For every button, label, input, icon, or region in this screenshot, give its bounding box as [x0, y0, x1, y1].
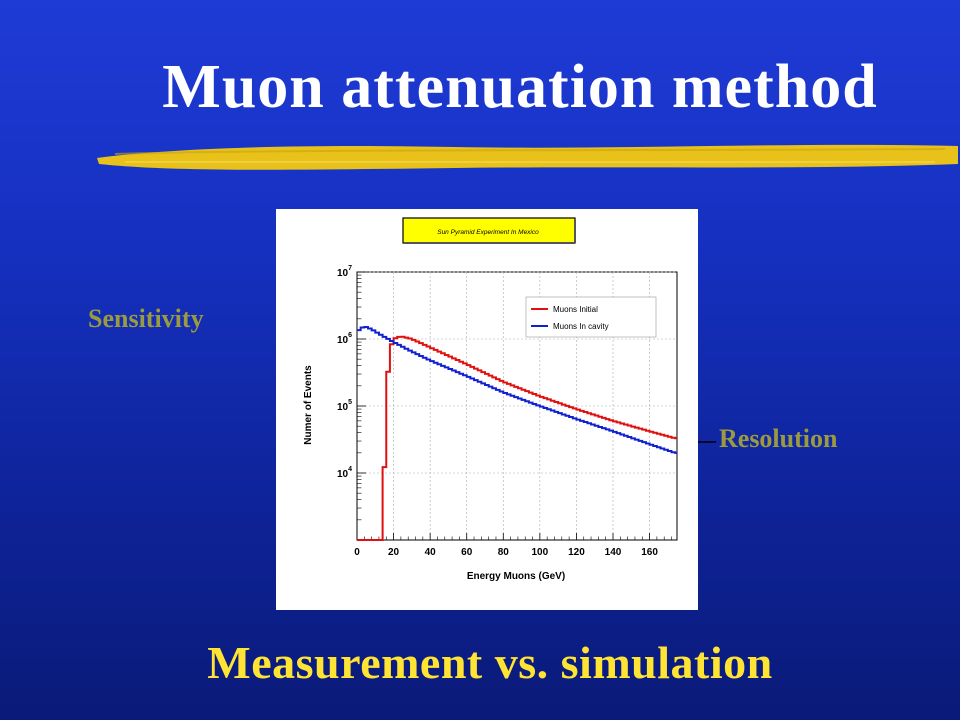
axis-ticks [356, 271, 672, 540]
sensitivity-label: Sensitivity [88, 304, 204, 333]
y-tick-label: 107 [337, 265, 352, 279]
chart-title: Sun Pyramid Experiment In Mexico [437, 229, 539, 236]
y-tick-label: 104 [337, 466, 352, 480]
series-muons-in-cavity-line [357, 325, 677, 454]
x-tick-label: 140 [605, 547, 622, 558]
series-muons-initial-line [357, 335, 677, 541]
x-tick-label: 0 [354, 547, 360, 558]
brush-stroke-divider [97, 144, 958, 170]
chart-title-box [402, 217, 576, 244]
slide-title: Muon attenuation method [162, 53, 878, 121]
slide-footer: Measurement vs. simulation [207, 637, 773, 688]
x-axis-label: Energy Muons (GeV) [467, 571, 565, 582]
x-tick-label: 120 [568, 547, 585, 558]
resolution-label: Resolution [719, 424, 838, 453]
x-tick-label: 160 [641, 547, 658, 558]
muon-energy-chart: Sun Pyramid Experiment In Mexico 0 20 40 60… [303, 217, 678, 582]
legend-label-cavity: Muons In cavity [553, 322, 609, 331]
y-tick-label: 105 [337, 399, 352, 413]
x-tick-label: 40 [425, 547, 437, 558]
x-tick-label: 20 [388, 547, 400, 558]
chart-panel: Sun Pyramid Experiment In Mexico 0 20 40 60… [276, 209, 698, 610]
chart-legend: Muons Initial Muons In cavity [525, 296, 657, 338]
x-tick-label: 80 [498, 547, 510, 558]
y-tick-label: 106 [337, 332, 352, 346]
x-tick-labels: 0 20 40 60 80 100 120 140 160 [354, 547, 658, 558]
x-tick-label: 100 [532, 547, 549, 558]
legend-label-initial: Muons Initial [553, 305, 598, 314]
x-tick-label: 60 [461, 547, 473, 558]
y-tick-labels: 104 105 106 107 [337, 265, 352, 480]
y-axis-label: Numer of Events [303, 365, 314, 445]
